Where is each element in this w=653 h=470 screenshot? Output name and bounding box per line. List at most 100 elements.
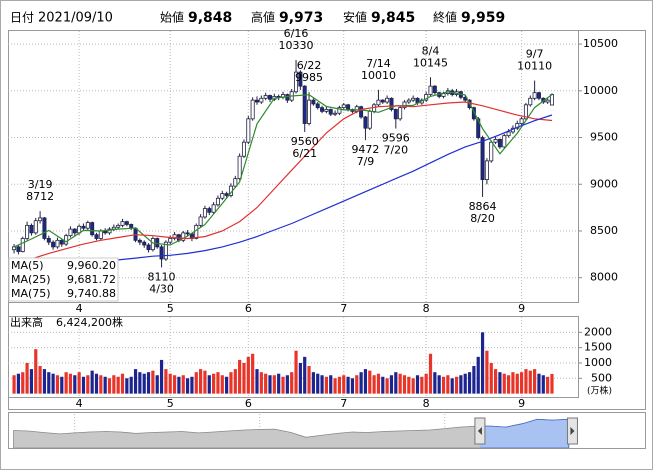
volume-bar	[498, 372, 502, 394]
candle-body	[285, 94, 290, 101]
volume-bar	[233, 369, 237, 394]
x-tick-label: 9	[518, 302, 525, 315]
y-tick-label: 9000	[590, 177, 618, 190]
candle-body	[42, 217, 47, 239]
candle-body	[33, 220, 38, 234]
annotation-price: 10330	[279, 39, 314, 52]
volume-bar	[159, 359, 164, 394]
candle-body	[484, 160, 489, 180]
candle-body	[55, 239, 60, 248]
volume-bar	[103, 376, 107, 394]
candle-body	[398, 107, 403, 120]
volume-bar	[446, 375, 450, 394]
volume-bar	[437, 375, 441, 394]
candle-body	[46, 238, 51, 243]
volume-bar	[177, 376, 181, 394]
volume-bar	[172, 375, 177, 394]
legend-box	[8, 257, 119, 302]
candle-body	[72, 228, 77, 234]
candle-body	[220, 193, 225, 199]
candle-body	[320, 107, 325, 112]
volume-bar	[55, 375, 60, 394]
volume-bar	[264, 373, 268, 394]
candle-body	[489, 141, 494, 162]
y-tick-label: 10500	[583, 37, 618, 50]
volume-bar	[12, 375, 16, 394]
volume-bars	[12, 332, 554, 394]
x-tick-label: 4	[76, 302, 83, 315]
annotation-price: 9985	[295, 71, 323, 84]
field-label: 終値	[433, 10, 457, 25]
volume-bar	[385, 378, 389, 394]
candle-body	[146, 244, 151, 251]
field-value: 9,973	[279, 10, 323, 26]
volume-bar	[285, 375, 289, 394]
candle-body	[194, 224, 199, 239]
volume-bar	[255, 369, 259, 394]
candle-body	[142, 241, 147, 246]
candle-body	[532, 92, 537, 99]
volume-bar	[68, 373, 73, 394]
volume-bar	[151, 370, 155, 394]
candle-body	[294, 71, 299, 93]
volume-bar	[16, 373, 21, 394]
volume-bar	[51, 373, 55, 394]
volume-bar	[34, 349, 38, 394]
annotation-date: 8/4	[422, 44, 440, 57]
candle-body	[367, 110, 372, 129]
annotation-date: 7/20	[383, 144, 408, 157]
volume-bar	[21, 372, 25, 394]
volume-panel	[8, 316, 579, 398]
candle-body	[337, 107, 342, 114]
annotation-date: 7/14	[366, 57, 391, 70]
volume-bar	[411, 378, 415, 394]
volume-bar	[424, 373, 428, 394]
candle-body	[12, 246, 17, 251]
volume-bar	[47, 372, 51, 394]
annotation-price: 9472	[351, 143, 379, 156]
annotation-date: 6/21	[292, 147, 317, 160]
volume-bar	[394, 372, 398, 394]
volume-bar	[81, 376, 86, 394]
x-tick-label: 6	[245, 302, 252, 315]
volume-bar	[298, 362, 302, 394]
candle-body	[38, 217, 43, 222]
candle-body	[224, 193, 229, 196]
volume-bar	[355, 375, 359, 394]
annotation-price: 10110	[517, 60, 552, 73]
candle-body	[298, 71, 303, 87]
volume-bar	[133, 369, 138, 394]
volume-bar	[376, 373, 381, 394]
candle-body	[519, 118, 524, 124]
candle-body	[502, 135, 507, 148]
volume-bar	[216, 372, 220, 394]
volume-bar	[459, 375, 463, 394]
candle-body	[324, 109, 329, 112]
candle-body	[29, 224, 34, 234]
candle-body	[168, 238, 173, 243]
candle-body	[185, 232, 190, 235]
field-label: 安値	[343, 10, 367, 25]
ma-line	[13, 101, 553, 265]
candle-body	[250, 99, 255, 120]
volume-bar	[146, 372, 151, 394]
candle-body	[545, 99, 550, 103]
candle-body	[428, 85, 433, 95]
volume-bar	[38, 366, 42, 394]
volume-bar	[129, 376, 133, 394]
candle-body	[51, 241, 56, 248]
candle-body	[103, 230, 108, 234]
volume-bar	[112, 375, 116, 394]
volume-bar	[207, 375, 211, 394]
volume-bar	[303, 356, 307, 394]
candle-body	[302, 85, 307, 124]
annotation-date: 4/30	[149, 282, 174, 295]
x-tick-label: 9	[518, 397, 525, 410]
candle-body	[241, 141, 246, 157]
volume-bar	[316, 373, 320, 394]
volume-bar	[120, 373, 125, 394]
candle-body	[85, 222, 90, 229]
volume-bar	[251, 353, 255, 394]
candle-body	[111, 226, 116, 230]
